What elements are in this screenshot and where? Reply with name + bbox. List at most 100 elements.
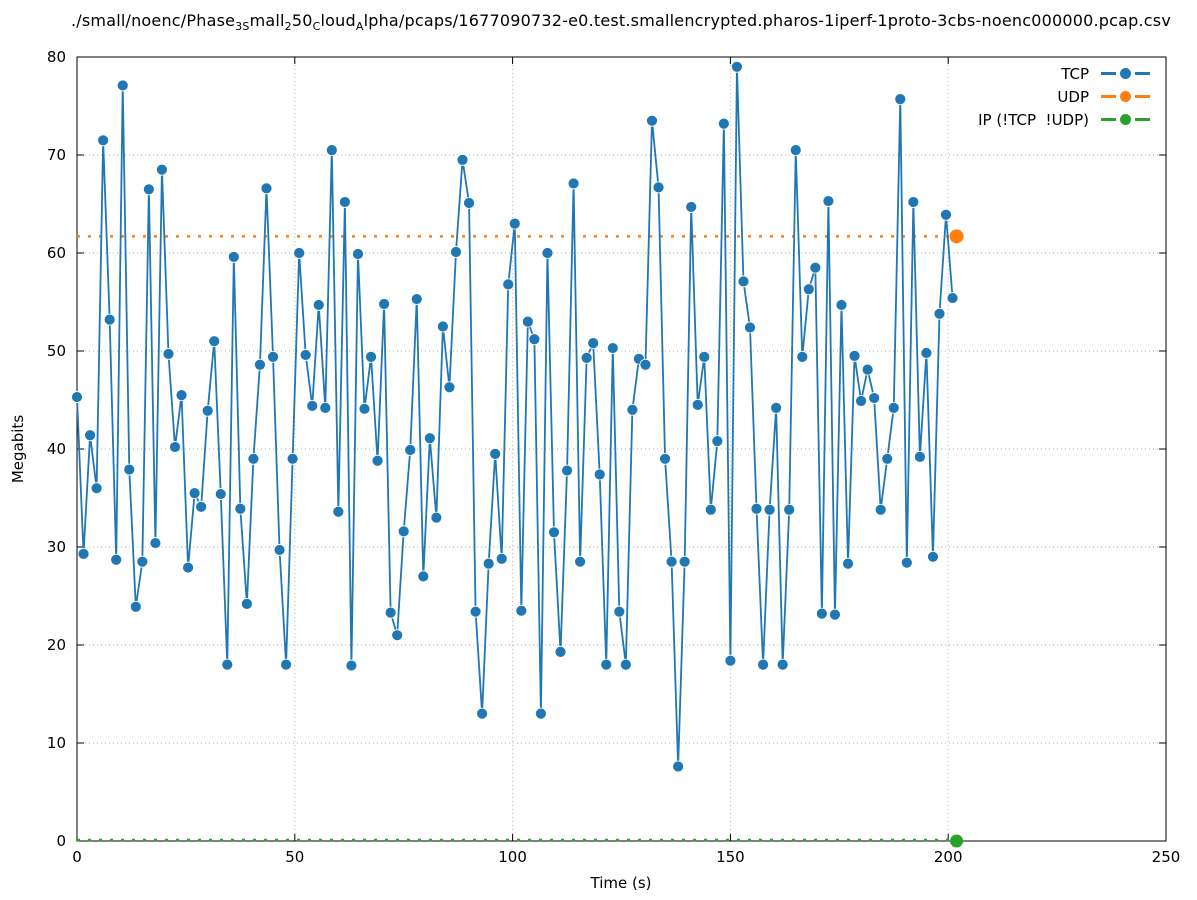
tcp-point bbox=[267, 350, 279, 363]
tcp-point bbox=[672, 760, 685, 773]
udp-series bbox=[77, 229, 964, 244]
y-tick-label: 50 bbox=[46, 342, 66, 360]
tcp-point bbox=[711, 435, 724, 448]
tcp-point bbox=[659, 452, 671, 465]
tcp-point bbox=[234, 502, 247, 515]
tcp-point bbox=[142, 183, 155, 196]
tcp-point bbox=[574, 555, 587, 568]
chart-title: ./small/noenc/Phase3Small250CloudAlpha/p… bbox=[71, 11, 1171, 33]
tcp-point bbox=[129, 600, 142, 613]
tcp-point bbox=[796, 350, 809, 363]
legend-line-marker-icon bbox=[1101, 68, 1150, 79]
tcp-point bbox=[469, 605, 482, 618]
legend-line-segment bbox=[1101, 72, 1116, 75]
y-tick-label: 0 bbox=[56, 832, 66, 850]
tcp-point bbox=[704, 503, 717, 516]
tcp-point bbox=[325, 144, 338, 157]
tcp-point bbox=[652, 181, 665, 194]
x-tick-label: 0 bbox=[72, 848, 82, 866]
tcp-point bbox=[528, 333, 541, 346]
tcp-point bbox=[410, 293, 423, 305]
y-tick-label: 70 bbox=[46, 146, 66, 164]
tcp-point bbox=[731, 60, 743, 73]
tcp-point bbox=[443, 381, 456, 394]
tcp-point bbox=[495, 552, 508, 565]
tcp-point bbox=[502, 278, 515, 291]
tcp-point bbox=[561, 464, 573, 477]
legend-label: IP (!TCP !UDP) bbox=[978, 110, 1089, 129]
tcp-point bbox=[946, 292, 959, 304]
tcp-point bbox=[378, 298, 390, 310]
tcp-point bbox=[580, 351, 593, 364]
tcp-point bbox=[221, 658, 234, 671]
tcp-point bbox=[619, 658, 632, 671]
tcp-point bbox=[548, 526, 560, 539]
tcp-point bbox=[254, 358, 266, 371]
tcp-point bbox=[535, 707, 547, 720]
tcp-point bbox=[783, 503, 796, 516]
tcp-point bbox=[97, 134, 110, 147]
tcp-point bbox=[940, 208, 952, 221]
tcp-point bbox=[417, 570, 430, 583]
legend-line-segment bbox=[1135, 118, 1150, 121]
title-text: 50 bbox=[291, 11, 313, 30]
tcp-point bbox=[201, 404, 214, 417]
tcp-point bbox=[639, 358, 652, 371]
y-tick-label: 40 bbox=[46, 440, 66, 458]
tcp-point bbox=[665, 555, 678, 568]
legend-marker-dot bbox=[1120, 68, 1131, 79]
tcp-point bbox=[521, 315, 534, 328]
title-text: ./small/noenc/Phase bbox=[71, 11, 236, 30]
title-text: mall bbox=[249, 11, 285, 30]
tcp-point bbox=[391, 629, 404, 642]
tcp-point bbox=[208, 335, 221, 348]
tcp-point bbox=[626, 403, 639, 416]
tcp-point bbox=[717, 117, 730, 130]
tcp-point bbox=[802, 283, 815, 296]
tcp-point bbox=[384, 606, 397, 619]
tcp-point bbox=[227, 251, 240, 263]
x-tick-label: 150 bbox=[716, 848, 745, 866]
tcp-point bbox=[437, 320, 449, 333]
tcp-point bbox=[678, 555, 691, 568]
y-tick-label: 30 bbox=[46, 538, 66, 556]
tcp-point bbox=[293, 247, 306, 259]
tcp-point bbox=[489, 447, 502, 460]
tcp-point bbox=[887, 401, 900, 414]
tcp-point bbox=[397, 525, 410, 538]
tcp-point bbox=[724, 654, 737, 667]
legend-marker-dot bbox=[1120, 114, 1131, 125]
tcp-point bbox=[763, 503, 776, 516]
tcp-point bbox=[175, 389, 188, 402]
tcp-point bbox=[685, 201, 698, 213]
tcp-point bbox=[286, 452, 299, 465]
tcp-point bbox=[868, 392, 881, 404]
tcp-point bbox=[835, 299, 848, 311]
title-subscript: 3S bbox=[235, 20, 250, 33]
tcp-point bbox=[90, 482, 103, 495]
tcp-point bbox=[338, 196, 351, 208]
tcp-point bbox=[312, 299, 325, 311]
tcp-point bbox=[365, 350, 377, 363]
tcp-point bbox=[306, 399, 319, 412]
udp-end-point bbox=[949, 229, 964, 244]
legend-line-segment bbox=[1101, 95, 1116, 98]
y-tick-label: 60 bbox=[46, 244, 66, 262]
y-tick-label: 10 bbox=[46, 734, 66, 752]
tcp-point bbox=[482, 557, 495, 570]
tcp-point bbox=[188, 487, 201, 500]
title-text: loud bbox=[320, 11, 356, 30]
tcp-point bbox=[757, 658, 769, 671]
tcp-point bbox=[345, 659, 358, 672]
y-tick-label: 20 bbox=[46, 636, 66, 654]
tcp-point bbox=[894, 93, 907, 106]
tcp-point bbox=[515, 604, 528, 617]
title-text: lpha/pcaps/1677090732-e0.test.smallencry… bbox=[363, 11, 1171, 30]
tcp-point bbox=[299, 349, 312, 361]
legend-line-marker-icon bbox=[1101, 91, 1150, 102]
tcp-point bbox=[567, 177, 580, 190]
tcp-point bbox=[874, 503, 887, 516]
tcp-point bbox=[352, 248, 364, 260]
tcp-point bbox=[900, 556, 913, 569]
